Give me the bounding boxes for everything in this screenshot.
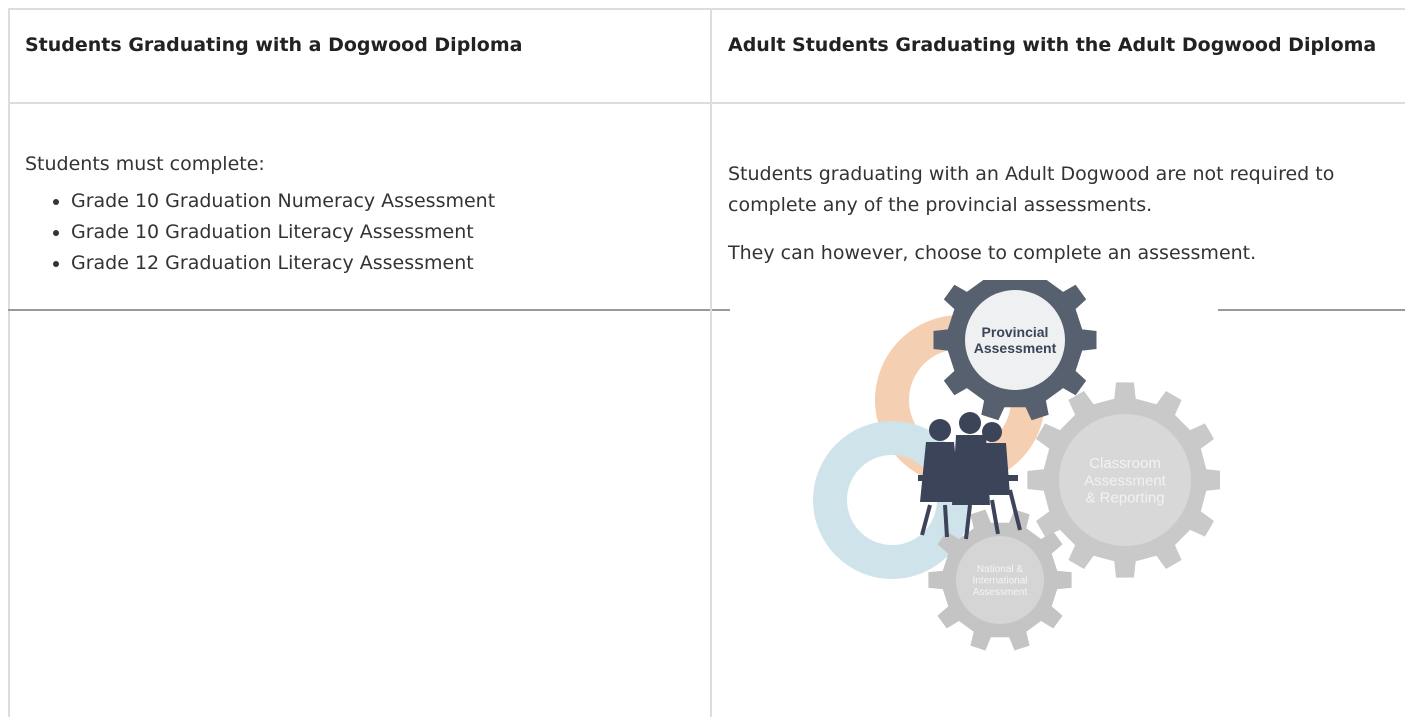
gear-face — [1059, 414, 1191, 546]
row-border — [8, 102, 1405, 104]
gear-label: National & — [977, 564, 1023, 575]
list-item: Grade 10 Graduation Numeracy Assessment — [71, 186, 695, 217]
people-silhouette — [918, 412, 1022, 540]
table-border — [8, 8, 1405, 10]
cell: Students must complete: Grade 10 Graduat… — [25, 149, 695, 279]
table-border — [710, 8, 712, 717]
gear-label: Classroom — [1089, 455, 1161, 472]
paragraph: Students graduating with an Adult Dogwoo… — [728, 163, 1335, 216]
gear-label: & Reporting — [1085, 490, 1164, 507]
list-item: Grade 10 Graduation Literacy Assessment — [71, 217, 695, 248]
gear-label: International — [972, 576, 1027, 587]
cell-intro: Students must complete: — [25, 153, 265, 175]
table-border — [8, 8, 10, 717]
header-cell: Adult Students Graduating with the Adult… — [728, 34, 1377, 56]
gear-label: Assessment — [974, 340, 1057, 356]
row-border — [1218, 309, 1405, 311]
gear-face — [956, 536, 1044, 624]
row-border — [8, 309, 710, 311]
paragraph: They can however, choose to complete an … — [728, 242, 1257, 264]
list-item: Grade 12 Graduation Literacy Assessment — [71, 248, 695, 279]
gear-label: Provincial — [982, 324, 1049, 340]
gear-label: Assessment — [973, 587, 1028, 598]
gear-label: Assessment — [1084, 472, 1167, 489]
header-cell: Students Graduating with a Dogwood Diplo… — [25, 34, 523, 56]
cell: Students graduating with an Adult Dogwoo… — [728, 159, 1398, 269]
gear-face — [965, 290, 1065, 390]
figure: National &InternationalAssessmentClassro… — [813, 280, 1220, 651]
list: Grade 10 Graduation Numeracy Assessment … — [25, 186, 695, 279]
row-border — [712, 309, 730, 311]
